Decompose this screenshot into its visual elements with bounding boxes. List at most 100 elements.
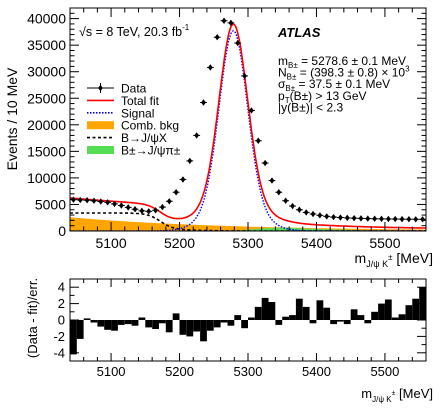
data-point-marker — [187, 157, 193, 165]
data-point-marker — [283, 197, 289, 204]
data-point — [234, 39, 242, 47]
residual-bar — [234, 315, 242, 320]
data-point — [295, 206, 303, 213]
data-point-marker — [235, 39, 241, 47]
data-point-marker — [249, 107, 254, 114]
fit-result-value: = 5278.6 ± 0.1 MeV — [298, 54, 406, 68]
data-point — [412, 216, 420, 223]
data-point-marker — [221, 17, 227, 24]
data-point-marker — [228, 19, 234, 27]
main-axes: 0 5000 10000 15000 20000 25000 30000 35000 40000… — [27, 7, 427, 251]
residual-bar — [371, 311, 378, 320]
data-point-marker — [84, 197, 90, 204]
data-point-marker — [413, 216, 419, 223]
legend-label: Total fit — [121, 94, 160, 108]
data-point — [357, 215, 365, 222]
data-point — [152, 207, 159, 214]
y-tick-label: 40000 — [27, 11, 66, 27]
residual-plot-panel: -4-20 24 5100 5200 5300 5400 5500 (Data - fit)… — [25, 278, 433, 404]
data-point-marker — [207, 64, 213, 71]
data-point — [289, 202, 296, 210]
x-tick-label: 5500 — [369, 235, 400, 251]
residual-bar — [275, 320, 283, 325]
fit-result-value: (B±) > 13 GeV — [290, 89, 367, 103]
data-point — [364, 215, 372, 222]
main-curves-layer — [70, 23, 426, 231]
data-point-marker — [180, 176, 186, 183]
residual-bar — [152, 320, 159, 329]
residual-x-axis-label-sub: J/ψ K — [372, 395, 392, 404]
data-point — [302, 209, 310, 216]
data-point-marker — [91, 197, 97, 204]
data-point — [124, 204, 132, 211]
data-point — [254, 137, 262, 144]
data-point — [90, 197, 98, 204]
residual-x-axis-label-unit: [MeV] — [395, 386, 433, 401]
data-point-marker — [166, 198, 172, 205]
data-point-marker — [303, 209, 309, 216]
residual-bars-layer — [70, 287, 426, 355]
residual-bar — [384, 299, 392, 320]
data-point-marker — [112, 200, 117, 208]
data-point-marker — [317, 212, 323, 219]
data-point — [172, 189, 180, 196]
data-point — [117, 202, 125, 209]
residual-bar — [343, 320, 351, 325]
legend-label: Comb. bkg — [121, 119, 179, 133]
energy-lumi-text: √s = 8 TeV, 20.3 fb — [79, 25, 182, 39]
data-point — [220, 17, 228, 24]
y-tick-label: 35000 — [27, 37, 66, 53]
data-point-marker — [105, 199, 111, 206]
signal-curve — [70, 30, 426, 231]
legend-entry: Data — [87, 82, 147, 96]
legend-entry: Signal — [87, 106, 154, 120]
fit-result-value: = (398.3 ± 0.8) × 10 — [296, 66, 405, 80]
residual-bar — [97, 320, 105, 327]
residual-bar — [302, 306, 310, 320]
residual-bar — [227, 320, 235, 326]
legend-entry: Comb. bkg — [87, 119, 179, 133]
comb-bkg-area — [70, 217, 426, 231]
y-tick-label: 25000 — [27, 90, 66, 106]
data-point — [159, 203, 166, 211]
residual-bar — [316, 300, 324, 320]
fit-result-superscript: 3 — [405, 65, 410, 74]
data-point — [343, 214, 351, 222]
residual-bar — [220, 320, 228, 323]
data-point — [261, 159, 269, 167]
residual-bar — [104, 320, 111, 330]
data-point — [83, 197, 91, 204]
residual-x-tick-label: 5300 — [234, 364, 263, 379]
residual-bar — [350, 309, 358, 320]
data-point — [248, 107, 255, 114]
residual-bar — [337, 320, 344, 322]
data-point — [165, 198, 173, 205]
data-point — [275, 189, 283, 196]
data-point-marker — [125, 204, 131, 211]
data-point-marker — [194, 132, 200, 139]
fit-result-subscript: B± — [288, 61, 298, 70]
data-point-marker — [344, 214, 350, 222]
residual-bar — [90, 320, 98, 323]
data-point-marker — [324, 213, 330, 220]
data-point — [241, 72, 248, 80]
y-tick-label: 20000 — [27, 117, 66, 133]
data-point-marker — [392, 215, 398, 223]
data-point-marker — [262, 159, 268, 167]
data-point-marker — [153, 207, 158, 214]
legend-entry: B±→J/ψπ± — [87, 144, 181, 158]
residual-bar — [159, 320, 166, 324]
x-tick-label: 5300 — [232, 235, 263, 251]
residual-bar — [179, 320, 187, 335]
residual-bar — [391, 317, 399, 320]
data-point — [145, 208, 153, 215]
data-point — [309, 210, 317, 218]
data-point-marker — [146, 208, 152, 215]
data-point-marker — [351, 214, 357, 222]
legend-entry: Total fit — [87, 94, 160, 108]
data-point-marker — [276, 189, 282, 196]
data-point-marker — [77, 196, 83, 204]
